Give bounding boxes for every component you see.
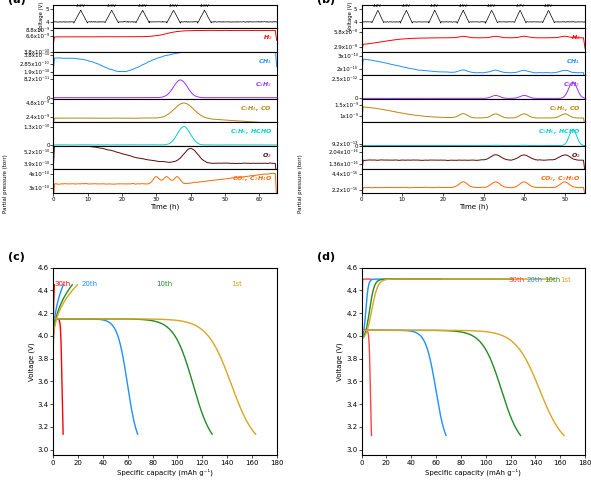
Text: Partial pressure (torr): Partial pressure (torr) [298, 154, 303, 212]
Text: (c): (c) [8, 252, 25, 262]
Text: 10th: 10th [156, 281, 173, 287]
Y-axis label: Voltage (V): Voltage (V) [39, 2, 44, 31]
Text: 4.4V: 4.4V [138, 4, 148, 8]
Text: CO$_2$, C$_2$H$_4$O: CO$_2$, C$_2$H$_4$O [540, 174, 580, 183]
X-axis label: Specific capacity (mAh g⁻¹): Specific capacity (mAh g⁻¹) [426, 468, 521, 476]
Text: (b): (b) [317, 0, 335, 4]
Text: 4.3V: 4.3V [107, 4, 116, 8]
Text: 4.5V: 4.5V [459, 4, 468, 8]
Text: 4.2V: 4.2V [76, 4, 86, 8]
Text: C$_2$H$_2$: C$_2$H$_2$ [563, 80, 580, 89]
Text: CH$_4$: CH$_4$ [566, 57, 580, 66]
Text: O$_2$: O$_2$ [262, 150, 272, 159]
X-axis label: Specific capacity (mAh g⁻¹): Specific capacity (mAh g⁻¹) [117, 468, 213, 476]
Text: 4.3V: 4.3V [402, 4, 411, 8]
Text: 30th: 30th [54, 281, 71, 287]
Text: 4.4V: 4.4V [430, 4, 439, 8]
Text: C$_2$H$_4$, CO: C$_2$H$_4$, CO [548, 103, 580, 113]
Text: Partial pressure (torr): Partial pressure (torr) [3, 154, 8, 212]
Text: H$_2$: H$_2$ [262, 33, 272, 42]
Text: 30th: 30th [508, 278, 524, 284]
Text: 1st: 1st [560, 278, 571, 284]
Text: O$_2$: O$_2$ [571, 150, 580, 159]
X-axis label: Time (h): Time (h) [459, 203, 488, 210]
Y-axis label: Voltage (V): Voltage (V) [337, 342, 343, 381]
Text: (d): (d) [317, 252, 335, 262]
Text: C$_2$H$_6$, HCHO: C$_2$H$_6$, HCHO [230, 127, 272, 136]
Text: 20th: 20th [82, 281, 98, 287]
Y-axis label: Voltage (V): Voltage (V) [28, 342, 35, 381]
Text: 4.8V: 4.8V [544, 4, 553, 8]
Text: 4.7V: 4.7V [515, 4, 525, 8]
Text: 4.6V: 4.6V [200, 4, 209, 8]
Text: 4.2V: 4.2V [374, 4, 382, 8]
Text: 20th: 20th [527, 278, 543, 284]
Text: 10th: 10th [544, 278, 560, 284]
Text: H$_2$: H$_2$ [571, 33, 580, 42]
X-axis label: Time (h): Time (h) [150, 203, 180, 210]
Text: CH$_4$: CH$_4$ [258, 57, 272, 66]
Text: C$_2$H$_6$, HCHO: C$_2$H$_6$, HCHO [538, 127, 580, 136]
Text: 4.5V: 4.5V [168, 4, 178, 8]
Y-axis label: Voltage (V): Voltage (V) [348, 2, 353, 31]
Text: C$_2$H$_2$: C$_2$H$_2$ [255, 80, 272, 89]
Text: CO$_2$, C$_2$H$_4$O: CO$_2$, C$_2$H$_4$O [232, 174, 272, 183]
Text: C$_2$H$_4$, CO: C$_2$H$_4$, CO [240, 103, 272, 113]
Text: 1st: 1st [230, 281, 242, 287]
Text: (a): (a) [8, 0, 26, 4]
Text: 4.6V: 4.6V [487, 4, 496, 8]
